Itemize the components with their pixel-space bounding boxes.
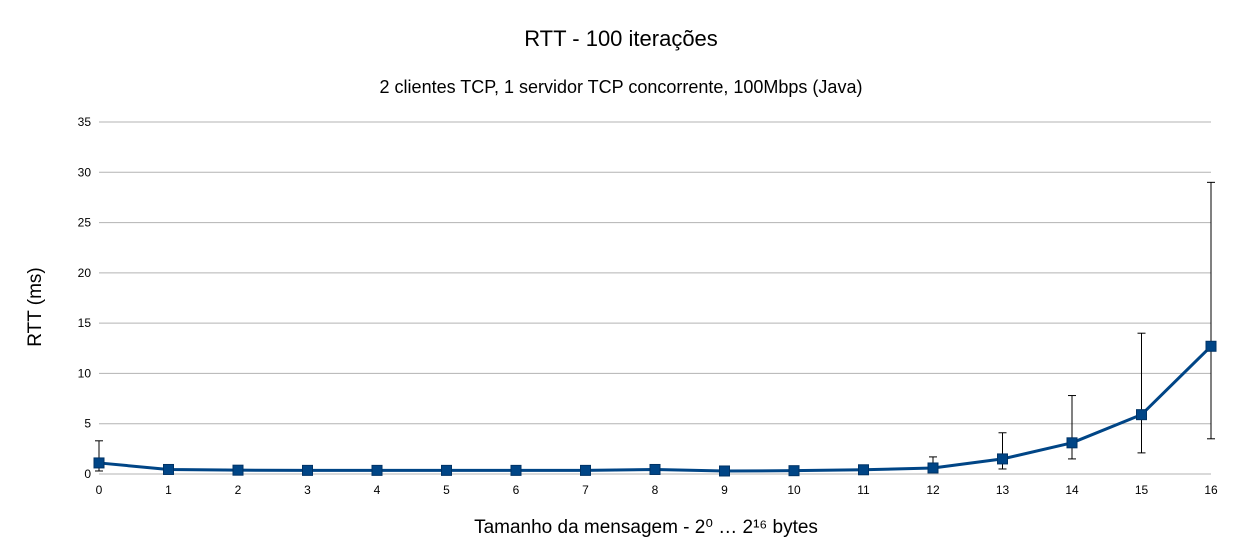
y-tick-labels: 0 5 10 15 20 25 30 35 [78,115,92,481]
chart-subtitle: 2 clientes TCP, 1 servidor TCP concorren… [380,77,863,97]
data-point [997,453,1008,465]
data-point [1066,437,1078,449]
error-bars [95,181,1215,473]
y-tick-label: 10 [78,366,92,380]
x-tick-label: 15 [1135,483,1149,497]
y-tick-label: 30 [78,165,92,179]
x-tick-label: 0 [96,483,103,497]
error-bar [1068,395,1076,460]
x-tick-label: 12 [926,483,940,497]
x-tick-label: 1 [165,483,172,497]
error-bar [1137,332,1146,454]
x-tick-label: 14 [1065,483,1079,497]
data-point [1205,340,1217,352]
data-point [1136,409,1147,421]
rtt-series [93,340,1217,477]
y-tick-label: 5 [84,417,91,431]
y-axis-label: RTT (ms) [25,267,46,347]
chart-title: RTT - 100 iterações [524,26,718,51]
x-tick-labels: 0 1 2 3 4 5 6 7 8 9 10 11 12 13 14 15 16 [96,483,1218,497]
x-tick-label: 2 [235,483,242,497]
data-point [232,464,244,476]
x-axis-label: Tamanho da mensagem - 2⁰ … 2¹⁶ bytes [474,517,818,538]
data-point [788,465,800,477]
data-point [927,462,939,474]
error-bar [1207,181,1215,440]
data-point [302,464,313,476]
x-tick-label: 13 [996,483,1010,497]
data-point [163,463,174,475]
y-tick-label: 0 [84,467,91,481]
x-tick-label: 6 [513,483,520,497]
x-tick-label: 8 [652,483,659,497]
data-point [858,464,869,476]
data-point [580,464,591,476]
data-point [649,463,661,475]
x-tick-label: 4 [374,483,381,497]
y-tick-label: 15 [78,316,92,330]
data-point [510,464,522,476]
x-tick-label: 5 [443,483,450,497]
y-tick-label: 35 [78,115,92,129]
data-point [719,465,730,477]
x-tick-label: 7 [582,483,589,497]
x-tick-label: 10 [787,483,801,497]
data-point [441,464,452,476]
series-line [98,345,1213,473]
data-point [93,457,105,469]
y-tick-label: 25 [78,216,92,230]
x-tick-label: 11 [857,483,870,497]
x-tick-label: 3 [304,483,311,497]
data-point [371,464,383,476]
y-tick-label: 20 [78,266,92,280]
gridlines [99,121,1211,475]
x-tick-label: 16 [1204,483,1218,497]
x-tick-label: 9 [721,483,728,497]
